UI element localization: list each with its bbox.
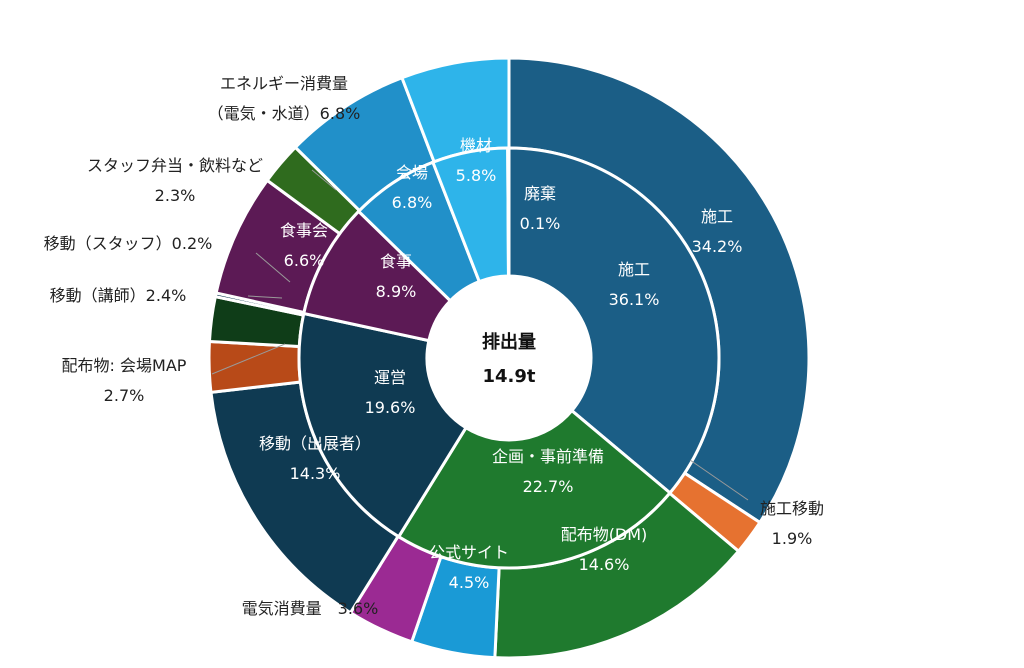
- label-14-line-1: 22.7%: [523, 477, 574, 496]
- label-8: 移動（スタッフ）0.2%: [44, 234, 213, 253]
- label-15-line-1: 19.6%: [365, 398, 416, 417]
- label-16: 食事 8.9%: [376, 252, 417, 301]
- label-7: 移動（講師）2.4%: [50, 286, 187, 305]
- label-1: 施工移動 1.9%: [760, 499, 824, 548]
- leader-lines: [211, 169, 749, 501]
- center-title: 排出量: [482, 331, 536, 353]
- label-7-line-0: 移動（講師）2.4%: [50, 286, 187, 305]
- label-5-line-0: 移動（出展者）: [259, 434, 371, 453]
- label-17: 会場 6.8%: [392, 163, 433, 212]
- label-14: 企画・事前準備 22.7%: [492, 447, 604, 496]
- label-0-line-1: 34.2%: [692, 237, 743, 256]
- label-9-line-1: 6.6%: [284, 251, 325, 270]
- label-16-line-0: 食事: [380, 252, 412, 271]
- label-18-line-0: 廃棄: [524, 184, 556, 203]
- label-3: 公式サイト 4.5%: [429, 543, 509, 592]
- label-11: エネルギー消費量 （電気・水道）6.8%: [208, 74, 361, 123]
- label-9-line-0: 食事会: [280, 221, 328, 240]
- label-3-line-0: 公式サイト: [429, 543, 509, 562]
- label-11-line-0: エネルギー消費量: [220, 74, 348, 93]
- label-13: 施工 36.1%: [609, 260, 660, 309]
- label-1-line-0: 施工移動: [760, 499, 824, 518]
- label-1-line-1: 1.9%: [772, 529, 813, 548]
- label-4-line-0: 電気消費量 3.6%: [242, 599, 379, 618]
- label-6: 配布物: 会場MAP 2.7%: [62, 356, 187, 405]
- label-0-line-0: 施工: [701, 207, 733, 226]
- label-18: 廃棄 0.1%: [520, 184, 561, 233]
- inner-ring: [297, 146, 721, 570]
- label-9: 食事会 6.6%: [280, 221, 328, 270]
- label-5: 移動（出展者） 14.3%: [259, 434, 371, 483]
- inner-slice-2: [297, 311, 468, 539]
- label-10-line-1: 2.3%: [155, 186, 196, 205]
- outer-slice-6: [207, 339, 303, 395]
- label-8-line-0: 移動（スタッフ）0.2%: [44, 234, 213, 253]
- center-total: 14.9t: [482, 366, 535, 387]
- leader-line-0: [689, 459, 749, 501]
- label-10-line-0: スタッフ弁当・飲料など: [87, 156, 263, 175]
- label-17-line-1: 6.8%: [392, 193, 433, 212]
- label-12-line-1: 5.8%: [456, 166, 497, 185]
- inner-slice-6: [506, 146, 511, 278]
- leader-line-2: [255, 252, 291, 283]
- label-6-line-1: 2.7%: [104, 386, 145, 405]
- label-5-line-1: 14.3%: [290, 464, 341, 483]
- label-18-line-1: 0.1%: [520, 214, 561, 233]
- label-15: 運営 19.6%: [365, 368, 416, 417]
- label-10: スタッフ弁当・飲料など 2.3%: [87, 156, 263, 205]
- label-2: 配布物(DM) 14.6%: [561, 525, 648, 574]
- label-17-line-0: 会場: [396, 163, 428, 182]
- center-hole: [427, 276, 591, 440]
- label-0: 施工 34.2%: [692, 207, 743, 256]
- label-12-line-0: 機材: [460, 136, 492, 155]
- label-2-line-0: 配布物(DM): [561, 525, 648, 544]
- label-13-line-0: 施工: [618, 260, 650, 279]
- label-12: 機材 5.8%: [456, 136, 497, 185]
- label-6-line-0: 配布物: 会場MAP: [62, 356, 187, 375]
- label-2-line-1: 14.6%: [579, 555, 630, 574]
- slice-labels: 施工 34.2% 施工移動 1.9% 配布物(DM) 14.6% 公式サイト 4.5% 電気消費…: [44, 74, 824, 618]
- leader-line-1: [211, 343, 286, 375]
- leader-line-4: [311, 169, 337, 191]
- label-3-line-1: 4.5%: [449, 573, 490, 592]
- label-16-line-1: 8.9%: [376, 282, 417, 301]
- leader-line-3: [247, 295, 283, 299]
- label-15-line-0: 運営: [374, 368, 406, 387]
- label-14-line-0: 企画・事前準備: [492, 447, 604, 466]
- label-13-line-1: 36.1%: [609, 290, 660, 309]
- label-11-line-1: （電気・水道）6.8%: [208, 104, 361, 123]
- label-4: 電気消費量 3.6%: [242, 599, 379, 618]
